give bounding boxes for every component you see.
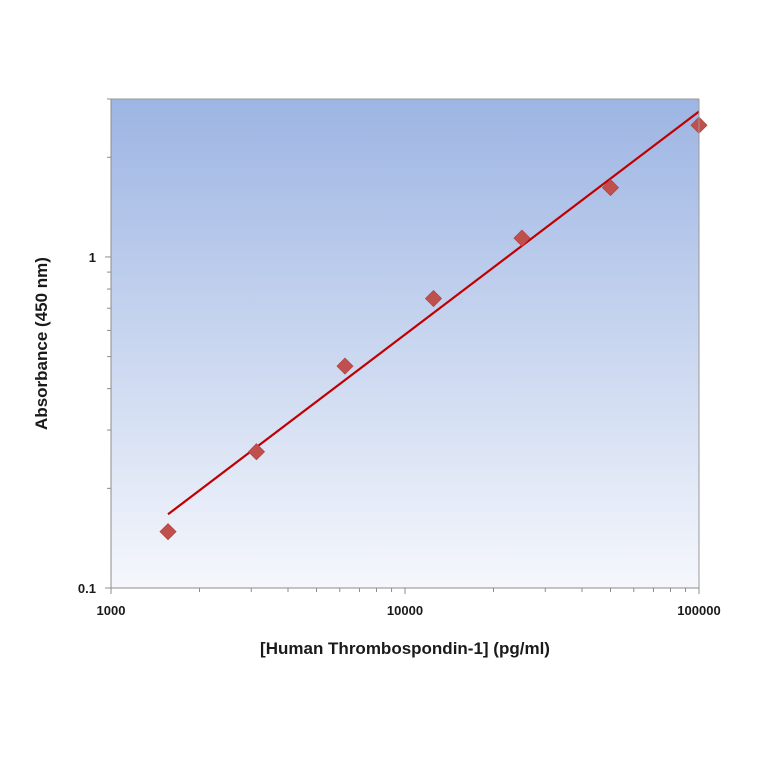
- plot-area: [111, 99, 699, 588]
- data-point: [247, 443, 266, 461]
- x-tick-label: 100000: [677, 603, 720, 618]
- y-tick-label: 1: [89, 250, 96, 265]
- x-tick-label: 10000: [387, 603, 423, 618]
- data-point: [601, 179, 620, 197]
- data-point: [159, 523, 177, 541]
- data-point: [513, 229, 531, 247]
- data-point: [424, 289, 443, 308]
- x-axis-title: [Human Thrombospondin-1] (pg/ml): [260, 639, 550, 658]
- x-tick-label: 1000: [97, 603, 126, 618]
- y-tick-label: 0.1: [78, 581, 96, 596]
- data-point: [336, 357, 354, 375]
- y-axis-title: Absorbance (450 nm): [32, 257, 51, 430]
